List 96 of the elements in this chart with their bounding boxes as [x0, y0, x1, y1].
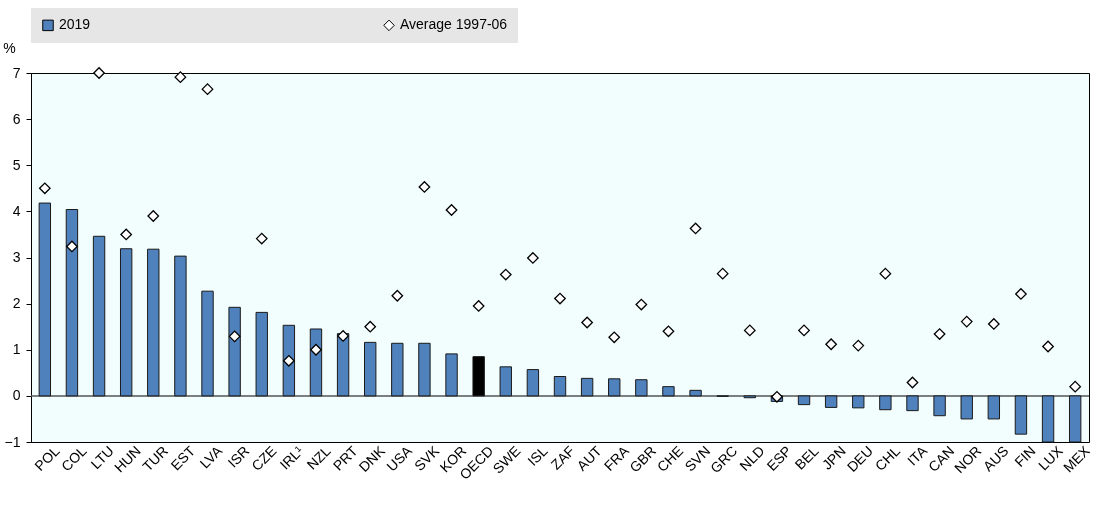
- bar: [797, 395, 811, 406]
- bar: [309, 328, 323, 397]
- legend-label: 2019: [59, 16, 91, 33]
- bar: [472, 356, 485, 397]
- point: [906, 376, 919, 389]
- point: [798, 324, 810, 337]
- x-tick-label: LVA: [196, 442, 226, 472]
- point: [825, 338, 838, 351]
- bar: [65, 209, 79, 397]
- x-tick-label: ISR: [224, 442, 253, 471]
- point: [987, 318, 1000, 330]
- y-tick-label: 1: [12, 341, 21, 358]
- x-tick-label: BEL: [791, 442, 822, 473]
- point: [93, 67, 105, 79]
- point: [66, 240, 78, 253]
- x-tick-label: POL: [31, 442, 63, 474]
- bar: [580, 377, 594, 397]
- bar: [662, 386, 675, 397]
- bar: [526, 369, 540, 397]
- legend-label: Average 1997-06: [400, 16, 508, 33]
- x-tick-label: FIN: [1011, 442, 1039, 470]
- bar: [608, 378, 621, 397]
- bar: [553, 376, 567, 397]
- point: [418, 181, 431, 193]
- bar: [364, 341, 377, 397]
- point: [1069, 380, 1082, 393]
- point: [689, 222, 702, 235]
- y-tick-label: 2: [12, 295, 21, 312]
- bar: [852, 395, 865, 409]
- bar: [336, 333, 350, 397]
- y-axis-title: %: [3, 39, 16, 56]
- point: [282, 354, 295, 367]
- y-tick-label: 0: [12, 387, 21, 404]
- point: [391, 289, 404, 302]
- bar: [1014, 395, 1028, 435]
- point: [120, 228, 133, 241]
- bar: [282, 324, 296, 397]
- point: [526, 252, 539, 264]
- bar: [201, 290, 214, 397]
- bar: [255, 311, 268, 397]
- point: [337, 330, 349, 342]
- y-tick-label: 6: [12, 110, 21, 127]
- point: [174, 71, 187, 84]
- bar: [445, 353, 458, 397]
- bar: [824, 395, 838, 408]
- y-tick-label: 4: [12, 202, 21, 219]
- bar: [1041, 395, 1055, 443]
- point: [1042, 340, 1054, 353]
- point: [1015, 288, 1027, 300]
- bar: [391, 342, 404, 397]
- point: [228, 330, 241, 343]
- bar: [960, 395, 973, 420]
- bar: [92, 235, 106, 397]
- y-tick-label: 3: [12, 249, 21, 265]
- point: [960, 315, 973, 328]
- point: [716, 267, 729, 280]
- bar: [635, 379, 648, 397]
- x-tick-label: CHL: [871, 442, 904, 474]
- point: [445, 204, 458, 216]
- point: [852, 339, 865, 352]
- y-tick-label: 7: [12, 64, 21, 81]
- point: [743, 324, 756, 337]
- point: [581, 316, 594, 329]
- point: [662, 325, 675, 338]
- bar: [689, 389, 702, 397]
- point: [608, 331, 621, 344]
- x-tick-label: ISL: [524, 442, 551, 469]
- point: [255, 232, 268, 245]
- point: [554, 292, 566, 305]
- bar: [228, 306, 241, 397]
- bar: [906, 395, 919, 412]
- point: [771, 390, 783, 403]
- point: [38, 182, 51, 195]
- point: [933, 328, 946, 340]
- y-tick-label: −1: [4, 433, 21, 450]
- x-tick-label: NZL: [303, 442, 334, 473]
- bar: [38, 202, 52, 397]
- point: [879, 267, 892, 280]
- point: [147, 210, 160, 222]
- point: [472, 300, 485, 312]
- x-tick-label: USA: [383, 442, 416, 475]
- bar: [879, 395, 892, 411]
- point: [364, 320, 377, 333]
- bar: [987, 395, 1001, 420]
- point: [201, 83, 214, 96]
- bar: [147, 248, 160, 397]
- bar: [418, 342, 431, 397]
- bar: [174, 255, 187, 397]
- point: [635, 298, 648, 311]
- bar: [933, 395, 946, 417]
- point: [499, 268, 512, 281]
- point: [310, 343, 322, 356]
- bar: [499, 366, 512, 397]
- y-tick-label: 5: [12, 156, 21, 173]
- bar: [119, 248, 133, 397]
- bar: [1068, 395, 1082, 443]
